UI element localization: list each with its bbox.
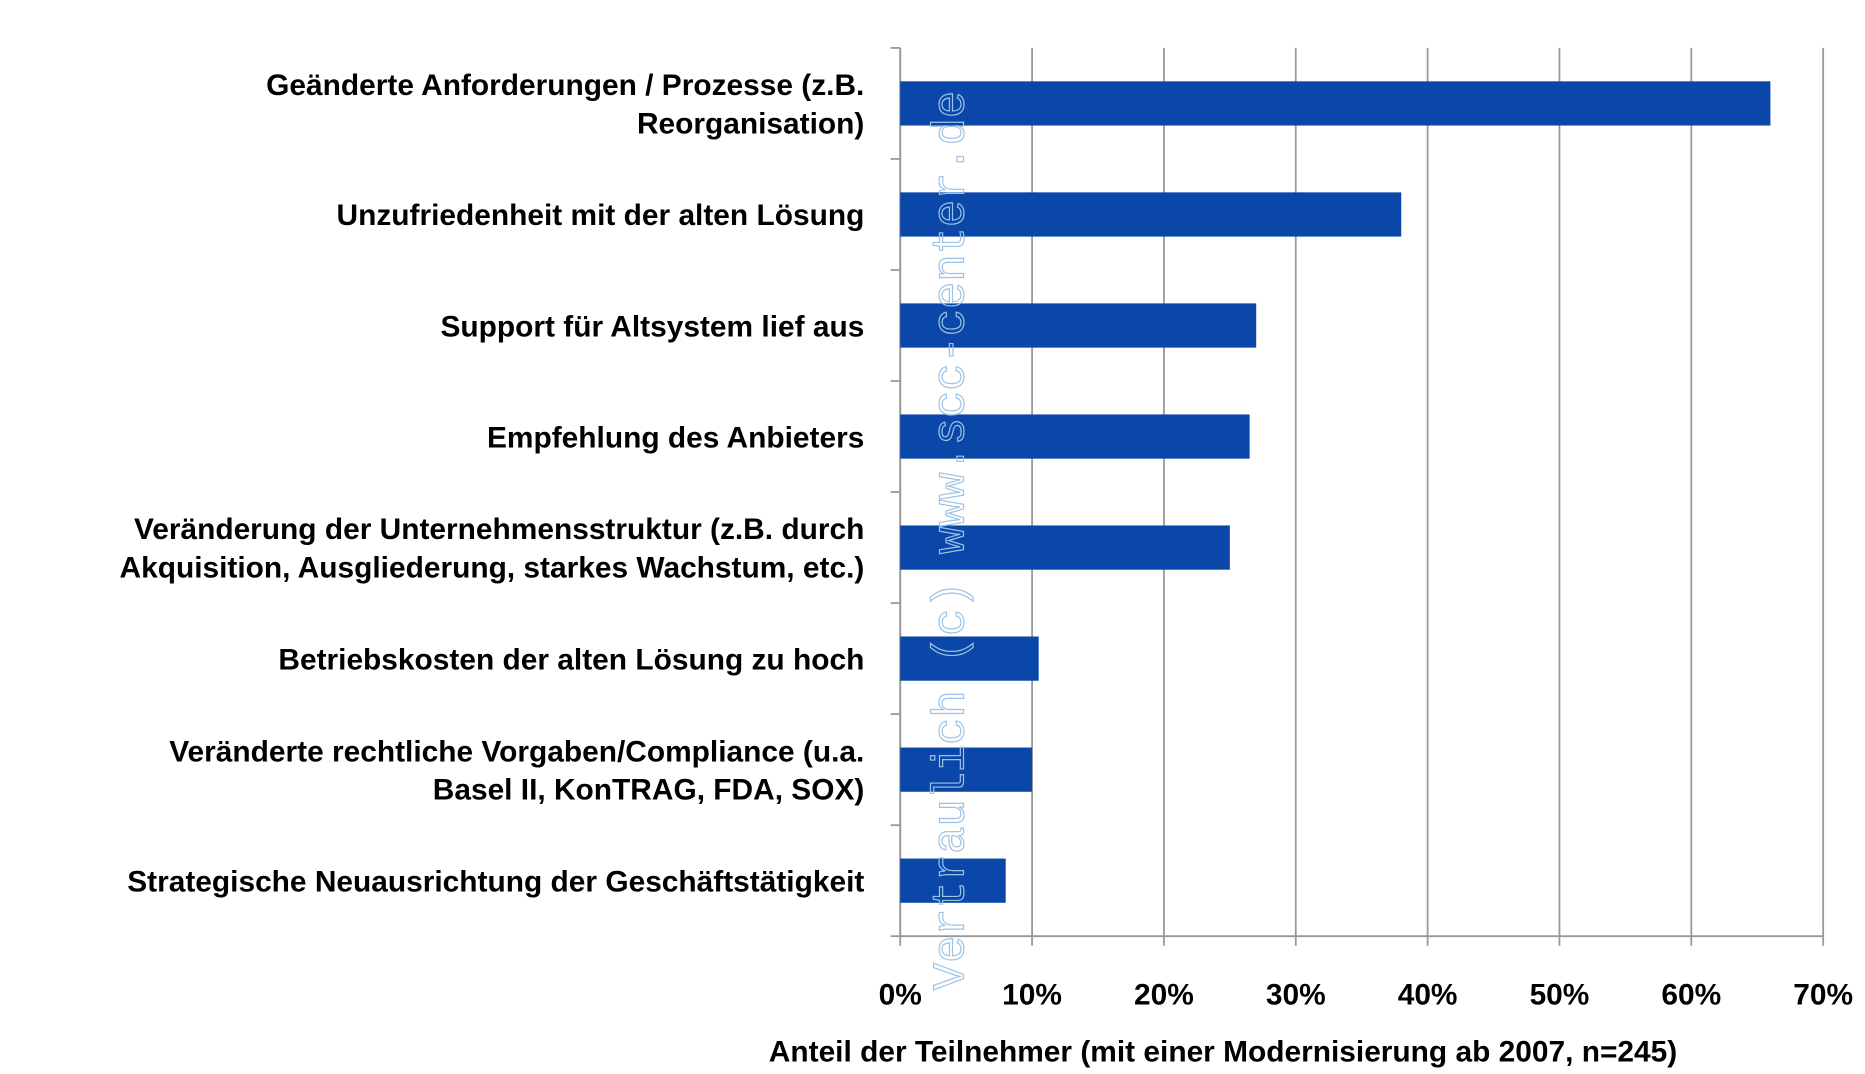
- x-axis-title: Anteil der Teilnehmer (mit einer Moderni…: [769, 1036, 1677, 1069]
- y-tick-label: Unzufriedenheit mit der alten Lösung: [337, 199, 865, 232]
- y-tick-label: Geänderte Anforderungen / Prozesse (z.B.…: [266, 69, 864, 140]
- label-line: Akquisition, Ausgliederung, starkes Wach…: [120, 551, 865, 584]
- x-tick-label: 50%: [1530, 978, 1590, 1011]
- y-tick-label: Veränderte rechtliche Vorgaben/Complianc…: [169, 735, 864, 806]
- x-tick-label: 60%: [1661, 978, 1721, 1011]
- label-line: Geänderte Anforderungen / Prozesse (z.B.: [266, 69, 864, 102]
- label-line: Veränderte rechtliche Vorgaben/Complianc…: [169, 735, 864, 768]
- label-line: Empfehlung des Anbieters: [487, 421, 864, 454]
- y-tick-label: Empfehlung des Anbieters: [487, 421, 864, 454]
- x-tick-label: 20%: [1134, 978, 1194, 1011]
- bar: [900, 303, 1257, 348]
- y-tick-label: Support für Altsystem lief aus: [440, 310, 864, 343]
- bar: [900, 636, 1039, 681]
- bar: [900, 414, 1250, 459]
- x-tick-label: 40%: [1398, 978, 1458, 1011]
- bar: [900, 747, 1033, 792]
- y-tick-label: Veränderung der Unternehmensstruktur (z.…: [120, 513, 865, 584]
- label-line: Basel II, KonTRAG, FDA, SOX): [433, 774, 865, 807]
- x-tick-label: 0%: [879, 978, 922, 1011]
- bar: [900, 525, 1230, 570]
- x-tick-label: 10%: [1002, 978, 1062, 1011]
- bar: [900, 858, 1006, 903]
- label-line: Veränderung der Unternehmensstruktur (z.…: [134, 513, 864, 546]
- y-tick-label: Strategische Neuausrichtung der Geschäft…: [127, 865, 864, 898]
- label-line: Reorganisation): [637, 107, 864, 140]
- label-line: Support für Altsystem lief aus: [440, 310, 864, 343]
- x-tick-label: 70%: [1793, 978, 1853, 1011]
- bar: [900, 81, 1771, 126]
- label-line: Strategische Neuausrichtung der Geschäft…: [127, 865, 864, 898]
- x-tick-label: 30%: [1266, 978, 1326, 1011]
- bar: [900, 192, 1402, 237]
- label-line: Unzufriedenheit mit der alten Lösung: [337, 199, 865, 232]
- y-tick-label: Betriebskosten der alten Lösung zu hoch: [278, 643, 864, 676]
- watermark: Vertraulich (c) www.scc-center.de: [926, 91, 978, 990]
- label-line: Betriebskosten der alten Lösung zu hoch: [278, 643, 864, 676]
